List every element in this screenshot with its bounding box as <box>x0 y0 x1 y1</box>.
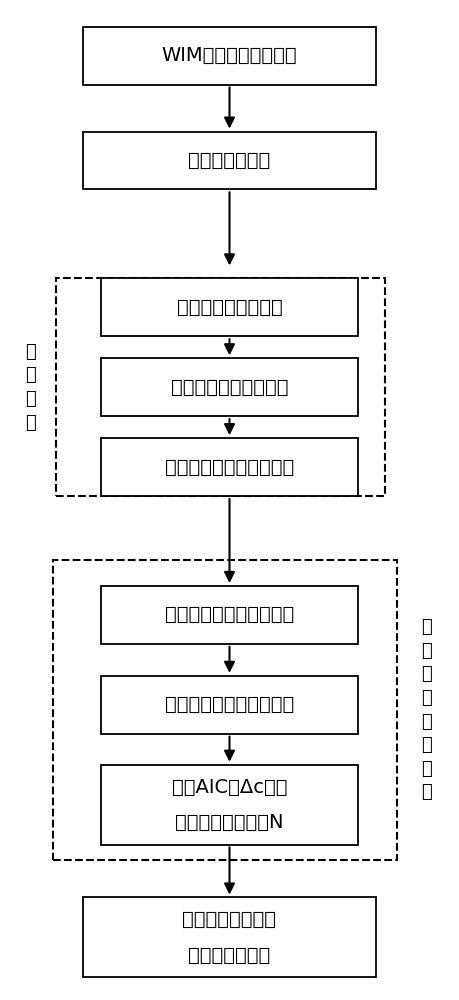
Bar <box>101 676 358 734</box>
Text: 对数据进行统计分析: 对数据进行统计分析 <box>177 298 282 317</box>
Text: 遗
传
算
法
参
数
估
计: 遗 传 算 法 参 数 估 计 <box>421 618 431 801</box>
Text: 有限混合分布多模态建模: 有限混合分布多模态建模 <box>165 458 294 477</box>
Bar <box>101 278 358 336</box>
Text: 确定区间间隔、种群规模: 确定区间间隔、种群规模 <box>165 605 294 624</box>
Bar <box>53 560 397 860</box>
Text: 对应的最优模型: 对应的最优模型 <box>188 945 271 964</box>
Text: 确定最佳组分个数N: 确定最佳组分个数N <box>175 813 284 832</box>
Text: 确定进化代数、试验次数: 确定进化代数、试验次数 <box>165 695 294 714</box>
Text: WIM车辆轴重原始数据: WIM车辆轴重原始数据 <box>162 46 297 65</box>
Bar <box>101 765 358 845</box>
Text: 概
率
建
模: 概 率 建 模 <box>25 343 36 432</box>
Bar <box>83 897 376 977</box>
Bar <box>101 358 358 416</box>
Text: 做出各车型轴重直方图: 做出各车型轴重直方图 <box>171 378 288 397</box>
Bar <box>101 586 358 644</box>
Bar <box>101 438 358 496</box>
Text: 利用AIC和Δc联合: 利用AIC和Δc联合 <box>172 778 287 797</box>
Bar <box>83 132 376 189</box>
Text: 原始数据预处理: 原始数据预处理 <box>188 151 271 170</box>
Text: 选择最佳组分个数: 选择最佳组分个数 <box>183 910 276 929</box>
Bar <box>56 278 385 496</box>
Bar <box>83 27 376 85</box>
